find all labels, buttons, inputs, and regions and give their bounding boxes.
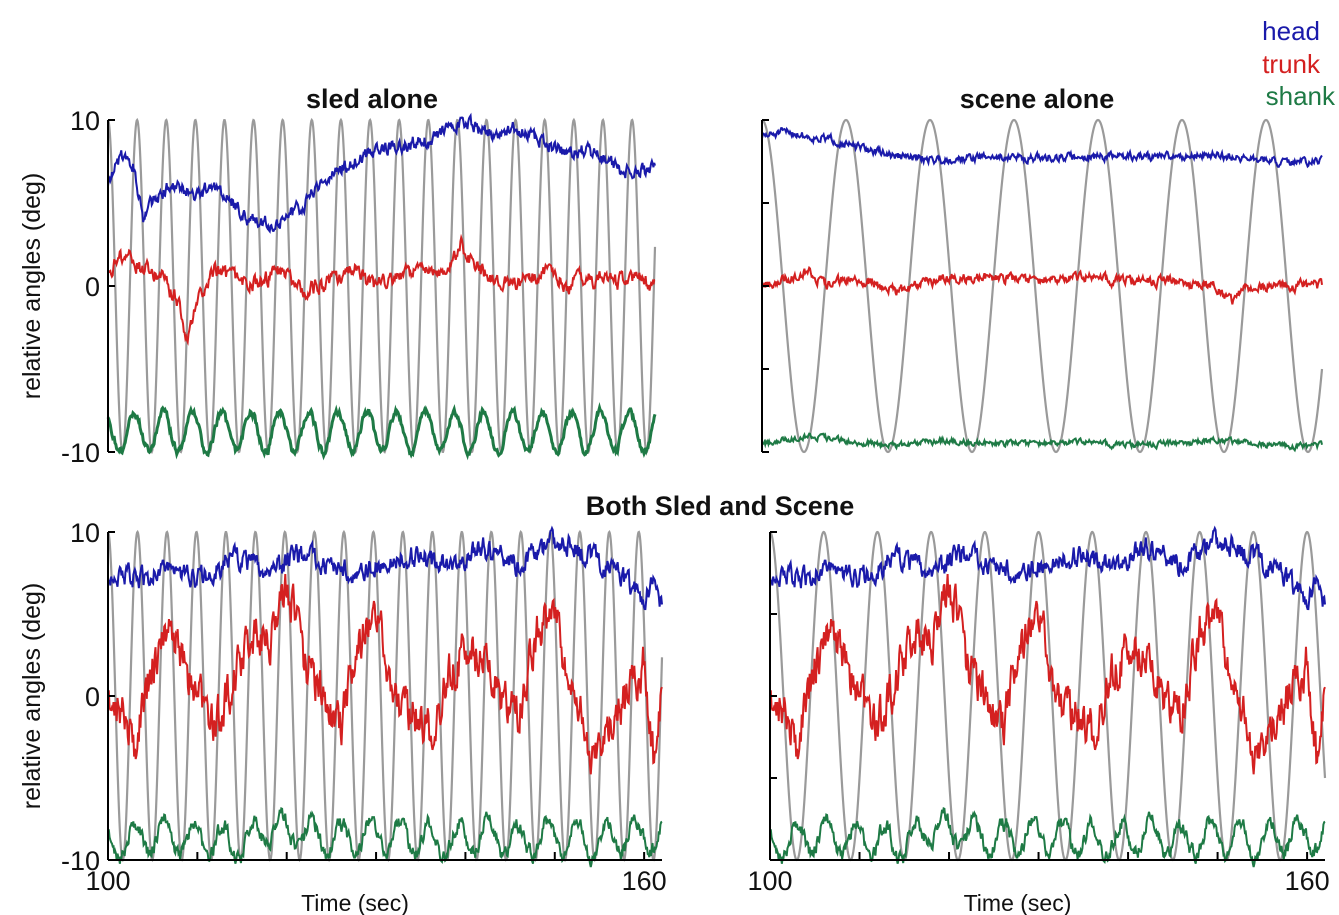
section-title: Both Sled and Scene (586, 491, 855, 521)
x-tick-label: 160 (1285, 866, 1330, 896)
stimulus-sine-line (761, 118, 1324, 454)
panel-title: scene alone (960, 84, 1115, 114)
x-tick-label: 100 (747, 866, 792, 896)
y-tick-label: 0 (85, 272, 100, 302)
series-shank-line (107, 806, 663, 868)
legend-entry-shank: shank (1266, 81, 1336, 111)
stimulus-sine-line (107, 117, 657, 455)
series-head-line (107, 525, 663, 611)
x-tick-label: 160 (622, 866, 667, 896)
y-tick-label: -10 (61, 846, 100, 876)
y-tick-label: -10 (61, 438, 100, 468)
series-head-line (761, 126, 1323, 169)
legend-entry-trunk: trunk (1262, 49, 1321, 79)
stimulus-sine-line (107, 529, 664, 863)
x-tick-label: 100 (85, 866, 130, 896)
panel-title: sled alone (306, 84, 438, 114)
y-tick-label: 0 (85, 682, 100, 712)
series-trunk-line (761, 265, 1323, 305)
series-trunk-line (107, 233, 656, 346)
series-trunk-line (769, 574, 1326, 775)
y-tick-label: 10 (70, 106, 100, 136)
y-tick-label: 10 (70, 518, 100, 548)
series-head-line (769, 525, 1326, 611)
series-trunk-line (107, 574, 663, 775)
stimulus-sine-line (769, 530, 1327, 862)
series-shank-line (761, 431, 1323, 453)
y-axis-label: relative angles (deg) (18, 173, 46, 400)
chart-panel-1: 10 0 -10 sled alone relative angles (deg) (18, 84, 657, 468)
series-shank-line (769, 806, 1326, 868)
legend-entry-head: head (1262, 16, 1320, 46)
legend: head trunk shank (1262, 16, 1336, 111)
x-axis-label: Time (sec) (301, 890, 409, 915)
y-axis-label: relative angles (deg) (18, 583, 46, 810)
series-head-line (107, 112, 656, 234)
chart-panel-4: 100 160 Time (sec) (747, 525, 1330, 915)
x-axis-label: Time (sec) (964, 890, 1072, 915)
series-shank-line (106, 402, 657, 461)
chart-panel-2: scene alone (761, 84, 1324, 454)
